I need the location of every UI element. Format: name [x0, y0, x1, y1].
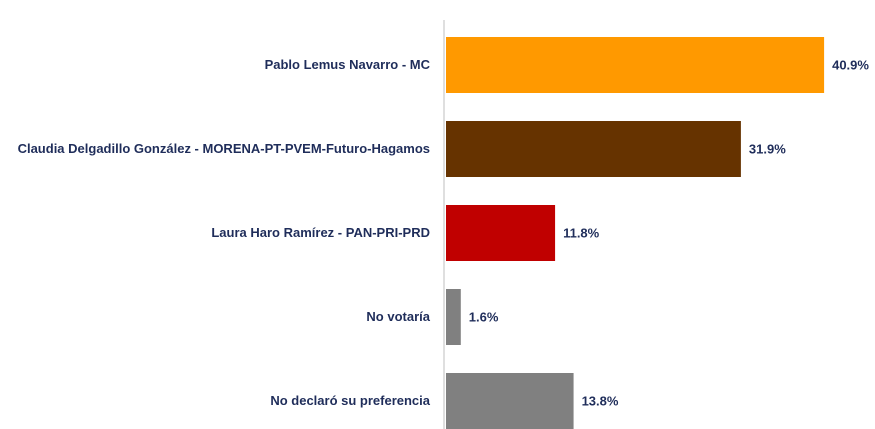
category-label: Claudia Delgadillo González - MORENA-PT-… [17, 141, 430, 156]
bar [446, 205, 556, 261]
bar [446, 121, 741, 177]
value-label: 1.6% [468, 309, 499, 325]
value-label: 31.9% [748, 141, 786, 157]
bar [446, 373, 574, 429]
bar [446, 289, 461, 345]
category-label: Laura Haro Ramírez - PAN-PRI-PRD [211, 225, 430, 240]
value-label: 11.8% [563, 225, 600, 241]
value-label: 40.9% [832, 57, 869, 73]
category-label: No declaró su preferencia [270, 393, 430, 408]
value-label: 13.8% [581, 393, 619, 409]
bar [446, 37, 825, 93]
category-label: Pablo Lemus Navarro - MC [264, 57, 430, 72]
category-label: No votaría [366, 309, 430, 324]
